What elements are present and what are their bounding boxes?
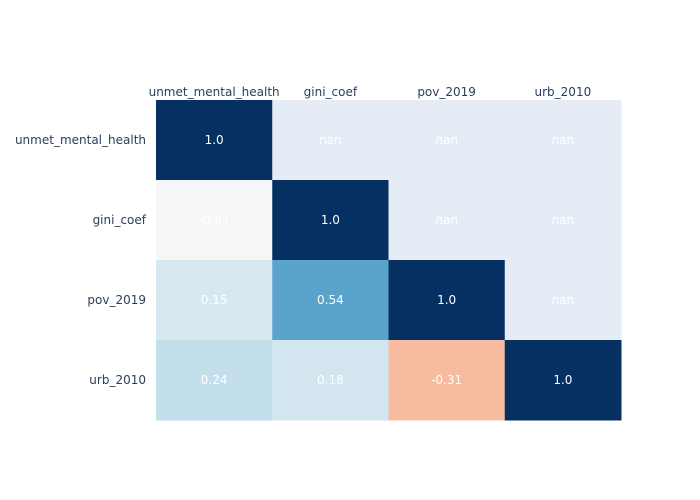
cell-label-urb-2010-urb-2010: 1.0 (553, 373, 572, 387)
heatmap-cell-pov-2019-urb-2010 (504, 260, 622, 341)
heatmap-cell-unmet-mental-health-pov-2019 (388, 100, 506, 181)
heatmap-cell-pov-2019-pov-2019 (388, 260, 506, 341)
heatmap-cell-unmet-mental-health-unmet-mental-health (156, 100, 273, 181)
heatmap-cell-urb-2010-urb-2010 (504, 340, 622, 421)
x-tick-label-gini-coef: gini_coef (304, 85, 358, 99)
heatmap-cell-unmet-mental-health-urb-2010 (504, 100, 622, 181)
cell-label-pov-2019-pov-2019: 1.0 (437, 293, 456, 307)
heatmap-cell-labels: 1.0 nan nan nan -0.01 1.0 nan nan 0.15 0.54 1.0 nan… (199, 133, 575, 387)
y-tick-label-urb-2010: urb_2010 (89, 373, 146, 387)
cell-label-pov-2019-unmet-mental-health: 0.15 (201, 293, 228, 307)
cell-label-unmet-mental-health-gini-coef: nan (319, 133, 342, 147)
heatmap-cell-pov-2019-gini-coef (272, 260, 389, 341)
heatmap-cells (156, 100, 622, 421)
cell-label-gini-coef-urb-2010: nan (552, 213, 575, 227)
cell-label-gini-coef-pov-2019: nan (435, 213, 458, 227)
x-tick-label-unmet-mental-health: unmet_mental_health (149, 85, 280, 99)
cell-label-urb-2010-pov-2019: -0.31 (431, 373, 462, 387)
heatmap-cell-urb-2010-pov-2019 (388, 340, 506, 421)
cell-label-pov-2019-urb-2010: nan (552, 293, 575, 307)
heatmap-cell-urb-2010-gini-coef (272, 340, 389, 421)
heatmap-cell-pov-2019-unmet-mental-health (156, 260, 273, 341)
y-tick-label-unmet-mental-health: unmet_mental_health (15, 133, 146, 147)
x-tick-label-urb-2010: urb_2010 (535, 85, 592, 99)
cell-label-urb-2010-unmet-mental-health: 0.24 (201, 373, 228, 387)
cell-label-gini-coef-unmet-mental-health: -0.01 (199, 213, 230, 227)
cell-label-urb-2010-gini-coef: 0.18 (317, 373, 344, 387)
y-tick-label-gini-coef: gini_coef (93, 213, 147, 227)
heatmap-cell-unmet-mental-health-gini-coef (272, 100, 389, 181)
cell-label-gini-coef-gini-coef: 1.0 (321, 213, 340, 227)
cell-label-unmet-mental-health-unmet-mental-health: 1.0 (205, 133, 224, 147)
x-axis-tick-labels: unmet_mental_health gini_coef pov_2019 urb_… (149, 85, 592, 99)
heatmap-cell-gini-coef-unmet-mental-health (156, 180, 273, 261)
cell-label-unmet-mental-health-urb-2010: nan (552, 133, 575, 147)
x-tick-label-pov-2019: pov_2019 (417, 85, 476, 99)
heatmap-cell-gini-coef-gini-coef (272, 180, 389, 261)
heatmap-cell-urb-2010-unmet-mental-health (156, 340, 273, 421)
y-tick-label-pov-2019: pov_2019 (87, 293, 146, 307)
y-axis-tick-labels: unmet_mental_health gini_coef pov_2019 urb_… (15, 133, 147, 387)
heatmap-cell-gini-coef-urb-2010 (504, 180, 622, 261)
cell-label-pov-2019-gini-coef: 0.54 (317, 293, 344, 307)
heatmap-cell-gini-coef-pov-2019 (388, 180, 506, 261)
cell-label-unmet-mental-health-pov-2019: nan (435, 133, 458, 147)
